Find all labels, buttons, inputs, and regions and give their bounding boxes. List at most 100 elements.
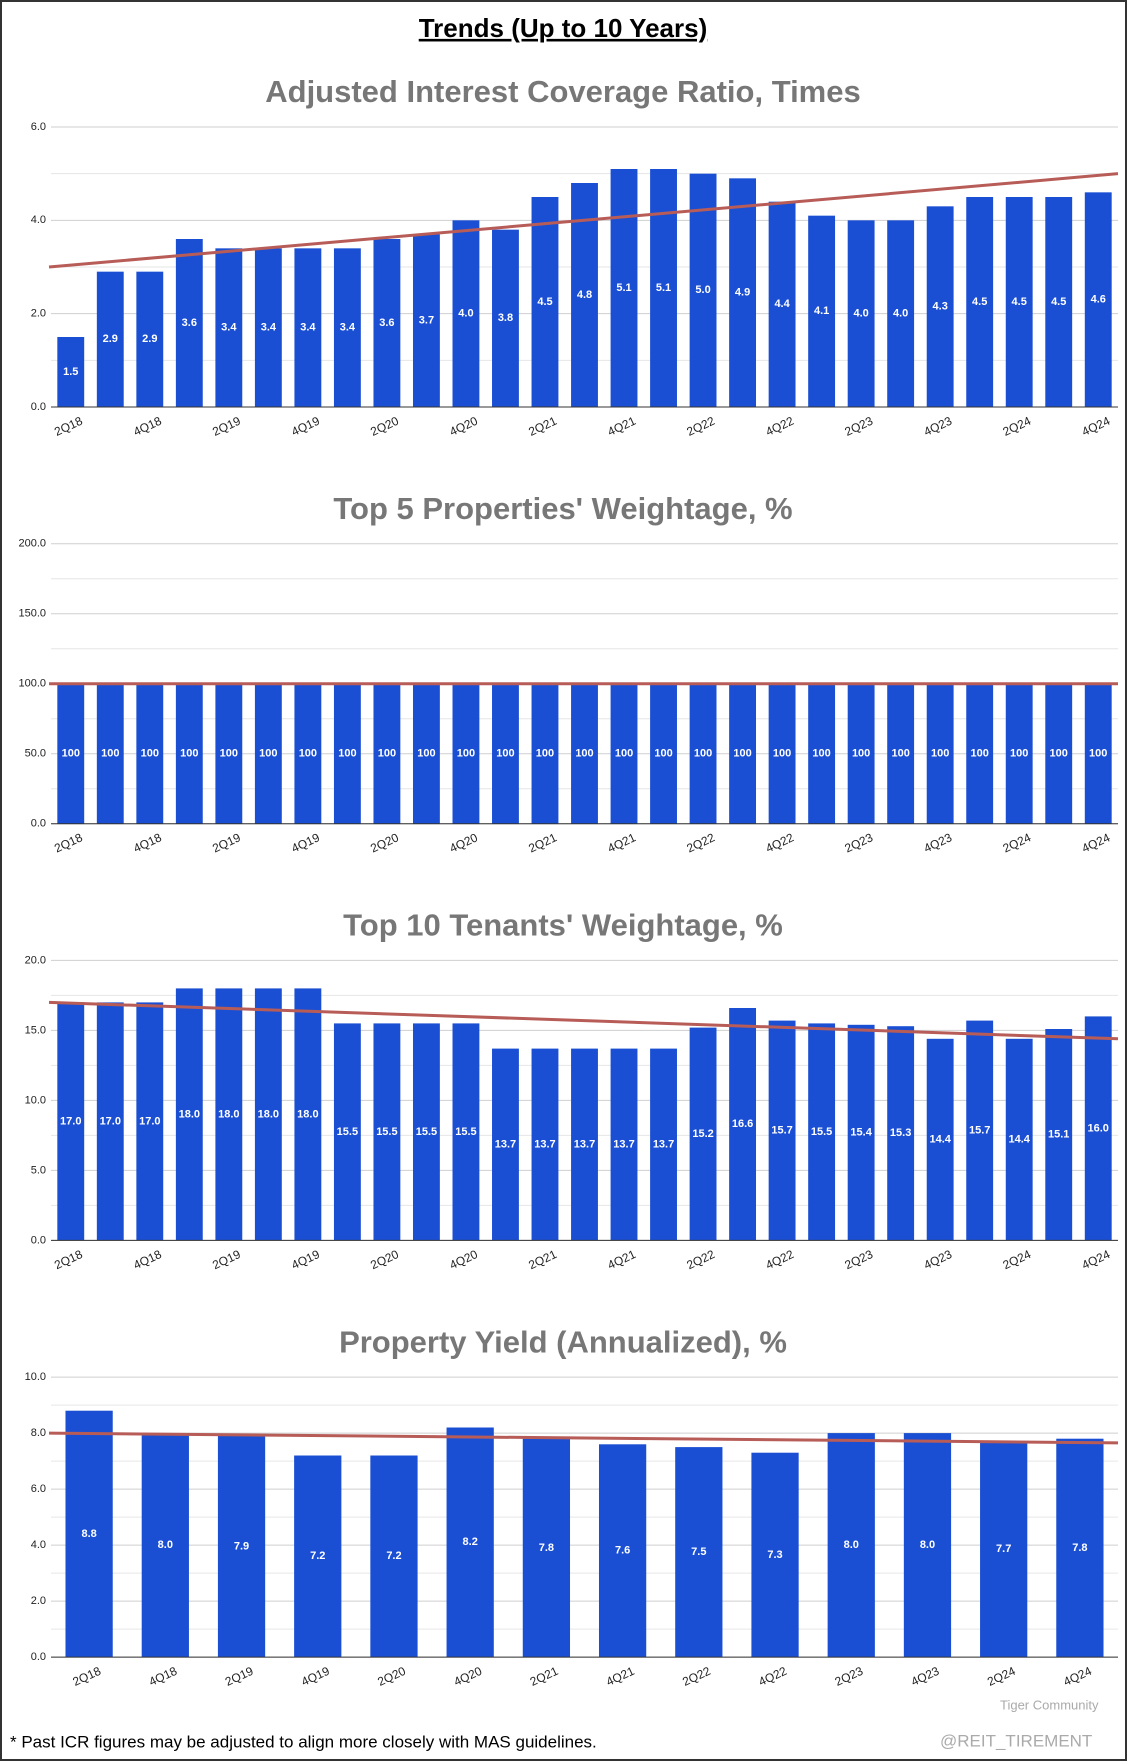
bar xyxy=(215,683,243,824)
value-label: 15.4 xyxy=(850,1127,872,1139)
value-label: 4.3 xyxy=(933,301,948,313)
bar xyxy=(531,1048,559,1241)
bar xyxy=(847,1024,875,1241)
value-label: 100 xyxy=(773,748,791,760)
y-tick-label: 200.0 xyxy=(18,538,46,550)
bar xyxy=(768,201,796,407)
bar xyxy=(808,215,836,407)
bar xyxy=(1056,1438,1104,1658)
value-label: 14.4 xyxy=(1008,1134,1030,1146)
bar xyxy=(571,683,598,824)
bar xyxy=(294,248,322,407)
value-label: 15.5 xyxy=(376,1126,397,1138)
bar xyxy=(294,988,322,1241)
bar xyxy=(1005,683,1033,824)
value-label: 15.7 xyxy=(771,1124,792,1136)
bar xyxy=(492,1048,519,1241)
value-label: 16.0 xyxy=(1088,1122,1109,1134)
bar xyxy=(768,1020,796,1241)
value-label: 100 xyxy=(457,748,475,760)
bar xyxy=(57,683,85,824)
bar xyxy=(571,1048,598,1241)
bar xyxy=(610,169,638,407)
bar xyxy=(1045,683,1073,824)
value-label: 100 xyxy=(931,748,949,760)
value-label: 7.7 xyxy=(996,1543,1011,1555)
value-label: 100 xyxy=(891,748,909,760)
bar xyxy=(412,1023,440,1241)
value-label: 8.2 xyxy=(463,1536,478,1548)
value-label: 100 xyxy=(654,748,672,760)
bar xyxy=(96,1002,124,1241)
bar xyxy=(689,1027,717,1241)
value-label: 100 xyxy=(575,748,593,760)
y-tick-label: 2.0 xyxy=(31,1595,46,1607)
value-label: 4.5 xyxy=(972,296,987,308)
y-tick-label: 0.0 xyxy=(31,401,46,413)
bar xyxy=(887,683,915,824)
bar xyxy=(887,1026,915,1241)
value-label: 1.5 xyxy=(63,366,78,378)
bar xyxy=(136,683,164,824)
value-label: 15.5 xyxy=(416,1126,437,1138)
value-label: 3.4 xyxy=(300,322,316,334)
bar xyxy=(650,169,677,407)
y-tick-label: 10.0 xyxy=(25,1371,46,1383)
value-label: 5.0 xyxy=(695,284,710,296)
bar xyxy=(1084,192,1112,407)
y-tick-label: 6.0 xyxy=(31,1483,46,1495)
value-label: 15.5 xyxy=(455,1126,476,1138)
value-label: 100 xyxy=(971,748,989,760)
bar xyxy=(333,248,361,407)
bar xyxy=(175,239,203,407)
main-title: Trends (Up to 10 Years) xyxy=(419,13,708,43)
y-tick-label: 50.0 xyxy=(25,748,46,760)
value-label: 100 xyxy=(536,748,554,760)
value-label: 15.5 xyxy=(337,1126,358,1138)
bar xyxy=(1045,1029,1073,1241)
value-label: 15.1 xyxy=(1048,1129,1069,1141)
bar xyxy=(980,1441,1028,1658)
value-label: 4.4 xyxy=(774,298,790,310)
bar xyxy=(847,220,875,407)
bar xyxy=(175,988,203,1241)
value-label: 5.1 xyxy=(616,282,631,294)
bar xyxy=(926,683,954,824)
trend-line xyxy=(48,1431,1119,1445)
value-label: 7.9 xyxy=(234,1540,249,1552)
bar xyxy=(966,1020,994,1241)
value-label: 2.9 xyxy=(142,333,157,345)
value-label: 100 xyxy=(378,748,396,760)
bar xyxy=(65,1410,113,1658)
bar xyxy=(215,988,243,1241)
value-label: 100 xyxy=(141,748,159,760)
bar xyxy=(808,683,836,824)
chart-title: Property Yield (Annualized), % xyxy=(339,1324,787,1359)
value-label: 2.9 xyxy=(103,333,118,345)
bar xyxy=(650,1048,677,1241)
value-label: 100 xyxy=(62,748,80,760)
y-tick-label: 2.0 xyxy=(31,308,46,320)
bar xyxy=(531,197,559,407)
value-label: 13.7 xyxy=(613,1138,634,1150)
bar xyxy=(373,239,401,407)
value-label: 100 xyxy=(220,748,238,760)
value-label: 100 xyxy=(338,748,356,760)
value-label: 100 xyxy=(615,748,633,760)
bar xyxy=(333,683,361,824)
value-label: 4.9 xyxy=(735,287,750,299)
value-label: 8.8 xyxy=(81,1528,96,1540)
bar xyxy=(373,1023,401,1241)
bar xyxy=(492,683,519,824)
value-label: 4.0 xyxy=(458,308,473,320)
y-tick-label: 0.0 xyxy=(31,1651,46,1663)
bar xyxy=(926,1038,954,1241)
value-label: 16.6 xyxy=(732,1118,753,1130)
bar xyxy=(294,1455,342,1658)
value-label: 15.2 xyxy=(692,1128,713,1140)
watermark: Tiger Community xyxy=(1000,1697,1099,1712)
bar xyxy=(808,1023,836,1241)
bar xyxy=(136,1002,164,1241)
value-label: 100 xyxy=(852,748,870,760)
